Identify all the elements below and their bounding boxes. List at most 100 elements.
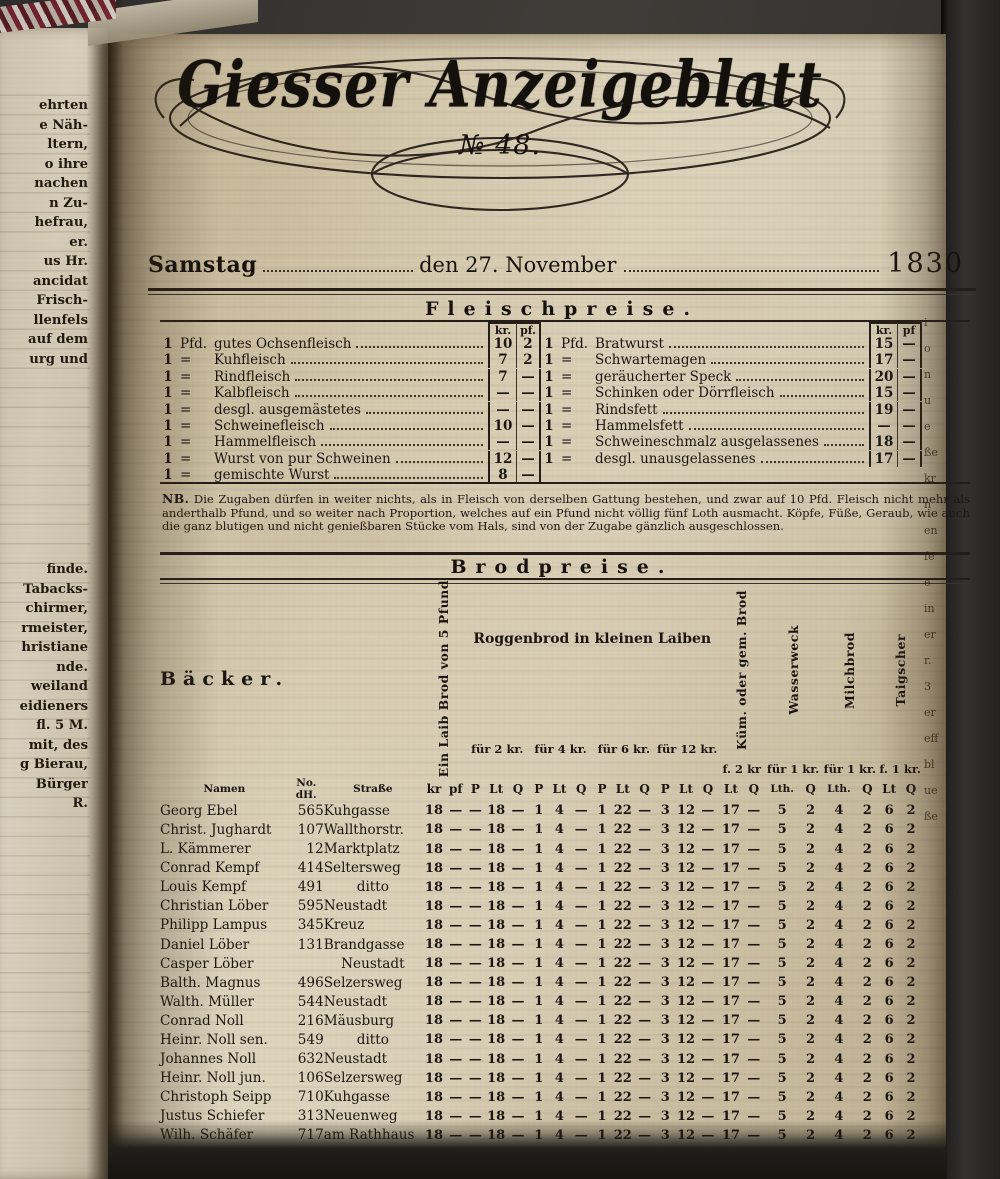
- price-cell: —: [468, 956, 482, 972]
- price-cell: 2: [806, 937, 816, 953]
- left-frag: Frisch-: [36, 293, 88, 308]
- price-cell: 2: [806, 898, 816, 914]
- price-cell: —: [638, 1089, 652, 1105]
- table-row: Louis Kempf 491 ditto 18— —18—1 4—1 22—3 12—17—…: [160, 878, 922, 897]
- price-cell: 4: [554, 1089, 564, 1105]
- baker-name: Conrad Kempf: [160, 860, 260, 877]
- price-cell: 2: [862, 1051, 872, 1067]
- price-cell: —: [574, 917, 588, 933]
- price-cell: 1: [534, 898, 544, 914]
- house-number: 595: [297, 898, 324, 915]
- price-cell: 18: [487, 898, 506, 914]
- street-name: Kuhgasse: [323, 1089, 390, 1106]
- meat-qty: 1: [163, 368, 173, 385]
- meat-unit: =: [180, 352, 192, 369]
- meat-pf: —: [516, 467, 541, 484]
- price-cell: 1: [534, 879, 544, 895]
- price-cell: 6: [884, 898, 894, 914]
- price-cell: —: [701, 803, 715, 819]
- price-cell: 2: [862, 803, 872, 819]
- price-cell: 17: [721, 898, 740, 914]
- rule-above-meat-table: [160, 320, 970, 322]
- price-cell: 2: [862, 1070, 872, 1086]
- price-cell: 18: [424, 898, 443, 914]
- price-cell: 4: [834, 994, 844, 1010]
- price-cell: —: [747, 1070, 761, 1086]
- house-number: 565: [297, 802, 324, 819]
- price-cell: —: [511, 975, 525, 991]
- meat-qty: 1: [544, 450, 554, 467]
- price-cell: 4: [834, 956, 844, 972]
- price-cell: 12: [676, 860, 696, 876]
- price-cell: 2: [806, 822, 816, 838]
- street-name: Seltersweg: [323, 860, 401, 877]
- price-cell: 12: [676, 1070, 696, 1086]
- price-cell: 1: [597, 937, 607, 953]
- bread-col-header: pf: [448, 782, 463, 797]
- table-row: Christ. Jughardt 107 Wallthorstr. 18— —18—1 4…: [160, 820, 922, 839]
- price-cell: 18: [424, 994, 443, 1010]
- price-cell: 1: [597, 803, 607, 819]
- price-cell: 2: [906, 1089, 916, 1105]
- price-cell: 18: [487, 841, 506, 857]
- price-cell: 18: [424, 917, 443, 933]
- street-name: Brandgasse: [323, 936, 405, 953]
- meat-unit: =: [561, 368, 573, 385]
- bread-col-header: Q: [805, 782, 816, 797]
- meat-unit: =: [180, 385, 192, 402]
- price-cell: 5: [777, 1070, 787, 1086]
- left-frag: hefrau,: [34, 215, 88, 230]
- meat-pf: —: [897, 450, 922, 467]
- meat-unit: =: [180, 450, 192, 467]
- price-cell: 2: [906, 841, 916, 857]
- table-row: Daniel Löber 131 Brandgasse 18— —18—1 4—1 22—3…: [160, 935, 922, 954]
- price-cell: 3: [660, 1051, 670, 1067]
- price-cell: —: [701, 1013, 715, 1029]
- price-cell: —: [468, 860, 482, 876]
- bread-col-header: Q: [639, 782, 650, 797]
- price-cell: 3: [660, 1108, 670, 1124]
- price-cell: 2: [906, 1051, 916, 1067]
- price-cell: —: [747, 1013, 761, 1029]
- price-cell: —: [701, 841, 715, 857]
- house-number: 12: [306, 841, 324, 858]
- facing-page-sliver-text: i o n u e ße kr n en fe e in er r. 3 er eff bl ue ße: [924, 316, 939, 823]
- price-cell: 5: [777, 956, 787, 972]
- meat-pf: 2: [516, 352, 541, 369]
- price-cell: —: [701, 937, 715, 953]
- step-wasserweck-1kr: für 1 kr.: [766, 761, 820, 776]
- bread-col-header: Lth.: [770, 783, 794, 796]
- price-cell: —: [468, 822, 482, 838]
- price-cell: —: [449, 937, 463, 953]
- bread-col-header: P: [597, 782, 607, 797]
- price-cell: 1: [534, 1089, 544, 1105]
- meat-unit: Pfd.: [561, 336, 589, 352]
- price-cell: —: [638, 1051, 652, 1067]
- price-cell: 1: [534, 1108, 544, 1124]
- house-number: 491: [297, 879, 324, 896]
- bread-col-header: No. dH.: [295, 777, 317, 802]
- price-cell: 18: [424, 879, 443, 895]
- meat-kr: 19: [869, 401, 897, 418]
- meat-row: 1 = Kalbfleisch — —: [160, 385, 541, 402]
- price-cell: 2: [806, 994, 816, 1010]
- house-number: 544: [297, 993, 324, 1010]
- price-cell: 2: [806, 1013, 816, 1029]
- price-cell: 4: [554, 937, 564, 953]
- price-cell: —: [468, 803, 482, 819]
- left-frag: rmeister,: [21, 620, 88, 636]
- price-cell: —: [701, 1089, 715, 1105]
- meat-dot-leader: [711, 361, 864, 365]
- meat-row: 1 Pfd. Bratwurst 15—: [541, 336, 922, 352]
- newspaper-title: Giesser Anzeigeblatt: [177, 46, 823, 122]
- price-cell: 3: [660, 898, 670, 914]
- price-cell: 12: [676, 841, 696, 857]
- price-cell: —: [638, 860, 652, 876]
- bread-col-header: P: [470, 782, 480, 797]
- meat-name: Rindfleisch: [214, 368, 291, 385]
- meat-pf: —: [516, 368, 541, 385]
- price-cell: —: [449, 803, 463, 819]
- price-cell: —: [511, 1013, 525, 1029]
- price-cell: 2: [806, 1032, 816, 1048]
- price-cell: 18: [487, 937, 506, 953]
